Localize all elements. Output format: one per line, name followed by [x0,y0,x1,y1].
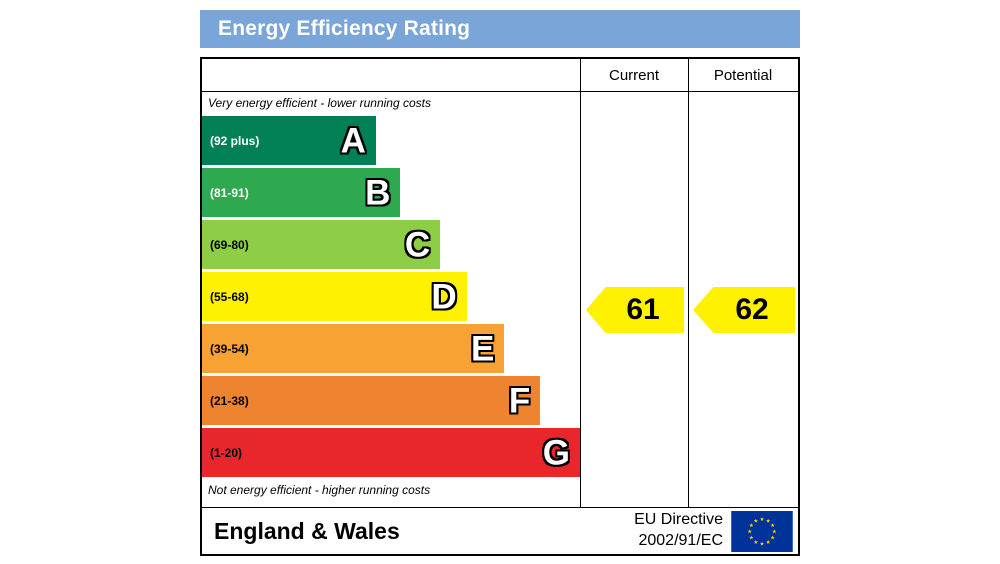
band-letter: B [365,173,391,212]
current-column-divider [580,59,581,507]
band-row-e: (39-54) E [202,324,505,373]
eu-directive-label: EU Directive 2002/91/EC [634,510,723,552]
potential-column-label: Potential [713,66,773,84]
band-range-label: (39-54) [210,341,249,356]
region-label: England & Wales [214,517,400,544]
band-row-g: (1-20) G [202,428,580,477]
current-rating-arrow: 61 [586,287,684,333]
band-row-a: (92 plus) A [202,116,376,165]
title-bar: Energy Efficiency Rating [200,10,800,48]
band-letter: C [404,225,431,264]
potential-rating-value: 62 [735,293,769,326]
footer-divider [202,507,798,508]
page-title: Energy Efficiency Rating [218,17,471,40]
footer-row: England & Wales EU Directive 2002/91/EC [202,508,798,554]
eu-directive-line2: 2002/91/EC [638,532,723,549]
potential-column-divider [688,59,689,507]
current-rating-value: 61 [626,293,660,326]
eu-directive-line1: EU Directive [634,511,723,529]
band-letter: F [508,381,531,420]
band-letter: G [542,433,570,472]
current-column-label: Current [608,66,660,84]
bottom-note: Not energy efficient - higher running co… [208,483,431,497]
band-range-label: (21-38) [210,393,249,408]
band-range-label: (55-68) [210,289,249,304]
band-row-c: (69-80) C [202,220,441,269]
header-divider [202,91,798,92]
potential-rating-arrow: 62 [693,287,795,333]
band-letter: A [340,121,366,160]
band-range-label: (92 plus) [210,133,260,148]
band-range-label: (1-20) [210,445,243,460]
band-row-d: (55-68) D [202,272,467,321]
band-range-label: (69-80) [210,237,249,252]
band-letter: D [431,277,457,316]
band-row-f: (21-38) F [202,376,541,425]
band-letter: E [471,329,495,368]
top-note: Very energy efficient - lower running co… [208,96,431,110]
rating-bands: (92 plus) A (81-91) B (69-80) C (55-68) … [202,116,580,480]
band-range-label: (81-91) [210,185,249,200]
band-row-b: (81-91) B [202,168,401,217]
epc-panel: Energy Efficiency Rating Current Potenti… [200,8,800,556]
rating-table: Current Potential Very energy efficient … [200,57,800,556]
eu-flag-icon [731,510,793,552]
